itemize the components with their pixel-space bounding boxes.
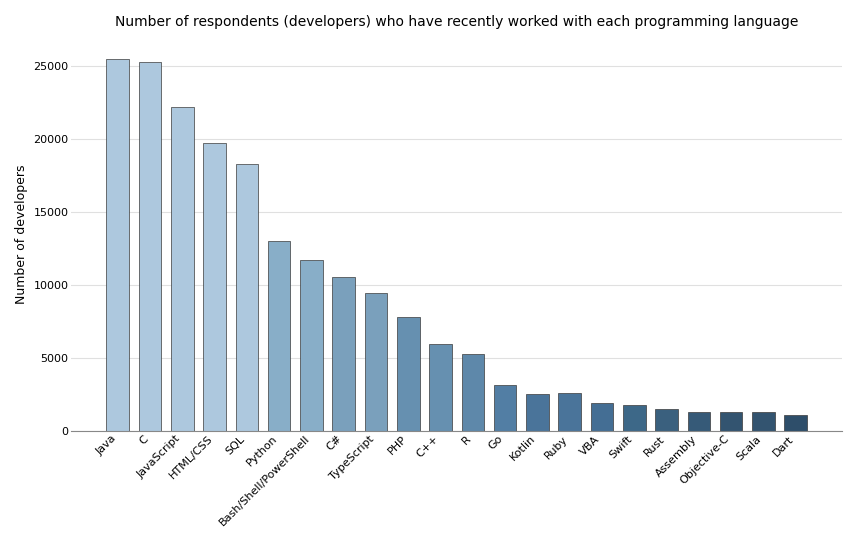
Bar xyxy=(139,62,161,431)
Bar xyxy=(333,277,355,431)
Bar xyxy=(462,355,484,431)
Bar xyxy=(687,412,710,431)
Bar xyxy=(526,394,548,431)
Bar xyxy=(752,412,775,431)
Bar xyxy=(429,344,452,431)
Bar xyxy=(236,164,258,431)
Bar xyxy=(397,317,420,431)
Title: Number of respondents (developers) who have recently worked with each programmin: Number of respondents (developers) who h… xyxy=(115,15,799,29)
Bar xyxy=(590,403,614,431)
Bar xyxy=(171,107,194,431)
Bar xyxy=(494,385,517,431)
Bar xyxy=(203,143,226,431)
Bar xyxy=(656,409,678,431)
Bar xyxy=(365,293,387,431)
Bar xyxy=(623,406,645,431)
Bar xyxy=(268,241,291,431)
Bar xyxy=(559,393,581,431)
Bar xyxy=(784,415,807,431)
Bar xyxy=(106,60,129,431)
Bar xyxy=(300,260,323,431)
Bar xyxy=(720,412,742,431)
Y-axis label: Number of developers: Number of developers xyxy=(15,165,28,304)
